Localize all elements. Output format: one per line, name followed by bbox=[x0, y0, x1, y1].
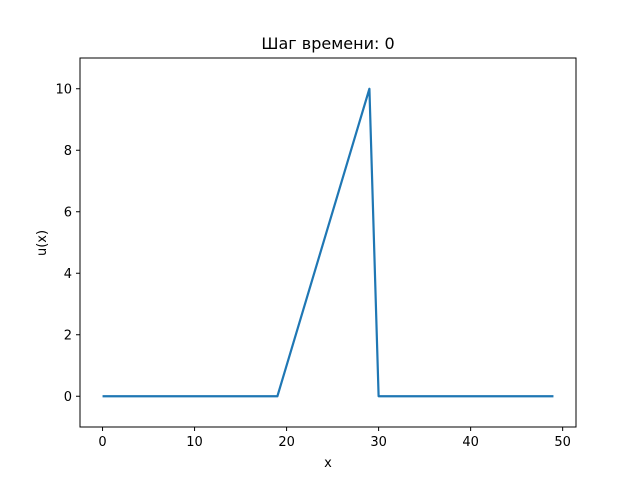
x-tick-label: 10 bbox=[186, 435, 203, 450]
plot-area: 0 10 20 30 40 50 0 2 4 6 8 10 bbox=[55, 57, 577, 450]
plot-frame bbox=[79, 57, 577, 428]
y-tick-label: 6 bbox=[64, 205, 72, 220]
series-line-0 bbox=[102, 87, 554, 398]
x-tick-label: 50 bbox=[554, 435, 571, 450]
x-axis-label: x bbox=[324, 456, 332, 471]
y-tick-label: 4 bbox=[64, 267, 72, 282]
y-tick-label: 2 bbox=[64, 328, 72, 343]
y-axis-label: u(x) bbox=[35, 230, 50, 256]
y-tick-label: 10 bbox=[55, 82, 72, 97]
x-tick-label: 20 bbox=[278, 435, 295, 450]
x-tick-label: 30 bbox=[370, 435, 387, 450]
y-tick-label: 0 bbox=[64, 390, 72, 405]
chart-title: Шаг времени: 0 bbox=[261, 34, 394, 53]
x-tick-label: 0 bbox=[98, 435, 106, 450]
x-tick-label: 40 bbox=[462, 435, 479, 450]
y-tick-label: 8 bbox=[64, 144, 72, 159]
